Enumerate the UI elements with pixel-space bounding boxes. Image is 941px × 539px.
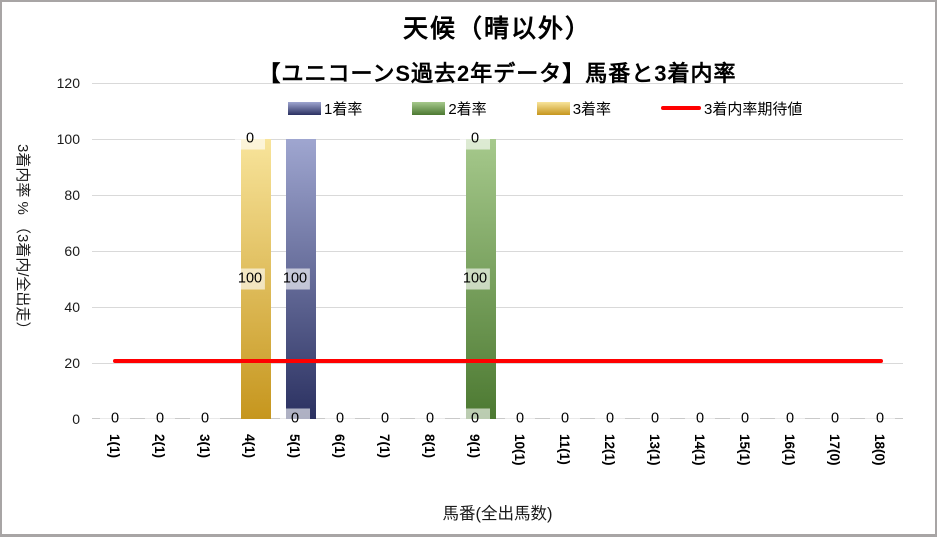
x-tick-label: 16(1) [782,434,797,466]
x-axis-title: 馬番(全出馬数) [442,505,553,523]
x-tick-label: 15(1) [737,434,752,466]
value-label: 0 [415,408,445,430]
second-place-rate-swatch [412,101,446,115]
value-label: 0 [370,408,400,430]
value-label: 100 [234,268,266,290]
value-label: 100 [459,268,491,290]
y-axis-tick-label: 0 [72,411,80,427]
gridline [92,418,903,419]
x-tick-label: 14(1) [692,434,707,466]
legend-item-second-place-rate: 2着率 [412,98,487,119]
gridline [92,195,903,196]
legend-item-first-place-rate: 1着率 [288,98,362,119]
x-tick-label: 17(0) [827,434,842,466]
value-label: 0 [235,128,265,150]
value-label: 0 [460,128,490,150]
legend-item-expected-value: 3着内率期待値 [661,98,802,119]
y-axis-tick-label: 80 [64,187,80,203]
chart-subtitle: 【ユニコーンS過去2年データ】馬番と3着内率 [258,61,737,86]
x-tick-label: 1(1) [107,434,122,459]
legend-item-third-place-rate: 3着率 [536,98,612,119]
gridline [92,363,903,364]
x-tick-label: 6(1) [332,434,347,459]
value-label: 0 [550,408,580,430]
value-label: 0 [280,408,310,430]
value-label: 100 [279,268,311,290]
chart-title: 天候（晴以外） [402,15,592,43]
x-tick-label: 5(1) [287,434,302,459]
x-tick-label: 7(1) [377,434,392,459]
expected-value-line [113,359,883,364]
y-axis-tick-labels: 120 100 80 60 40 20 0 [28,75,80,427]
legend-label-first-place-rate: 1着率 [324,100,363,118]
x-tick-label: 8(1) [422,434,437,459]
x-tick-label: 18(0) [872,434,887,466]
y-axis-tick-label: 100 [56,131,80,147]
x-tick-label: 13(1) [647,434,662,466]
gridline [92,307,903,308]
value-label: 0 [145,408,175,430]
x-tick-label: 9(1) [467,434,482,459]
y-axis-tick-label: 40 [64,299,80,315]
value-label: 0 [595,408,625,430]
y-axis-tick-label: 60 [64,243,80,259]
gridline [92,83,903,84]
value-label: 0 [865,408,895,430]
x-tick-label: 3(1) [197,434,212,459]
expected-value-line-swatch [661,106,702,110]
value-label: 0 [460,408,490,430]
value-label: 0 [820,408,850,430]
x-tick-label: 12(1) [602,434,617,466]
x-tick-label: 11(1) [557,434,572,465]
value-label: 0 [100,408,130,430]
value-label: 0 [685,408,715,430]
gridline [92,251,903,252]
third-place-rate-swatch [536,101,570,115]
value-label: 0 [775,408,805,430]
value-label: 0 [190,408,220,430]
value-label: 0 [640,408,670,430]
value-label: 0 [505,408,535,430]
chart-legend: 1着率 2着率 3着率 3着内率期待値 [288,98,802,119]
gridline [92,139,903,140]
x-tick-label: 10(1) [512,434,527,466]
y-axis-tick-label: 120 [56,75,80,91]
x-tick-label: 4(1) [242,434,257,459]
legend-label-third-place-rate: 3着率 [572,100,612,118]
y-axis-tick-label: 20 [64,355,80,371]
value-label: 0 [325,408,355,430]
value-label: 0 [730,408,760,430]
plot-area: 0 1(1) 0 2(1) 0 3(1) 100 0 4(1) 0 100 5(1) 0 6(1) 0 7(1… [92,83,903,466]
first-place-rate-swatch [288,101,321,115]
x-tick-label: 2(1) [152,434,167,459]
legend-label-second-place-rate: 2着率 [448,100,487,118]
legend-label-expected-value: 3着内率期待値 [704,100,803,118]
